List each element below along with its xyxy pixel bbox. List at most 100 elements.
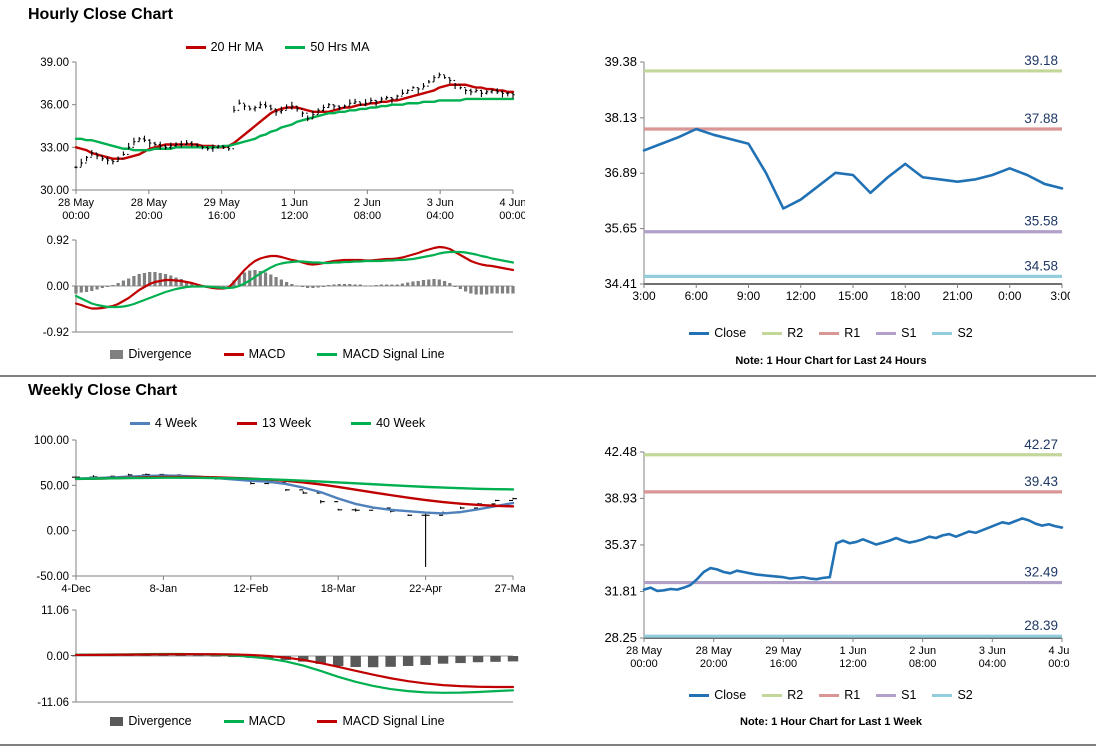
- svg-text:28 May: 28 May: [131, 197, 168, 209]
- svg-text:28.39: 28.39: [1024, 618, 1058, 633]
- legend-label: R2: [787, 688, 804, 702]
- line-swatch: [317, 719, 338, 723]
- svg-text:50.00: 50.00: [40, 480, 69, 492]
- hourly-macd-plot: 0.92 0.00 -0.92: [43, 235, 515, 339]
- legend-label: MACD Signal Line: [342, 714, 445, 728]
- svg-text:28.25: 28.25: [604, 630, 637, 645]
- legend-label: R1: [844, 688, 861, 702]
- legend-label: MACD Signal Line: [342, 347, 445, 361]
- line-swatch: [876, 693, 897, 697]
- legend-item-divergence: Divergence: [110, 347, 192, 361]
- legend-label: MACD: [248, 347, 286, 361]
- svg-text:0.00: 0.00: [47, 526, 69, 538]
- legend-label: Divergence: [128, 714, 192, 728]
- legend-item-13-week: 13 Week: [236, 416, 311, 430]
- line-swatch: [317, 352, 338, 356]
- hourly-pivot-chart: 39.38 38.13 36.89 35.65 34.41 3:00 6:00 9:00 12:…: [592, 46, 1070, 314]
- legend-label: S2: [957, 688, 973, 702]
- svg-text:3 Jun: 3 Jun: [427, 197, 454, 209]
- legend-label: S1: [901, 688, 917, 702]
- svg-text:35.58: 35.58: [1024, 214, 1058, 229]
- svg-text:04:00: 04:00: [426, 210, 454, 222]
- svg-text:31.81: 31.81: [604, 583, 637, 598]
- svg-text:3:00: 3:00: [632, 289, 656, 303]
- svg-text:-0.92: -0.92: [43, 327, 69, 339]
- legend-item-close: Close: [689, 688, 746, 702]
- svg-text:42.27: 42.27: [1024, 438, 1058, 452]
- svg-text:11.06: 11.06: [41, 605, 69, 617]
- legend-item-s1: S1: [876, 326, 916, 340]
- weekly-price-legend: 4 Week 13 Week 40 Week: [30, 416, 525, 430]
- line-swatch: [236, 421, 257, 425]
- svg-text:00:00: 00:00: [630, 658, 658, 670]
- svg-text:100.00: 100.00: [34, 435, 69, 447]
- legend-label: 40 Week: [376, 416, 426, 430]
- line-swatch: [932, 331, 953, 335]
- svg-text:39.00: 39.00: [40, 57, 69, 69]
- legend-item-r2: R2: [762, 688, 803, 702]
- svg-text:20:00: 20:00: [135, 210, 163, 222]
- weekly-section-title: Weekly Close Chart: [28, 382, 178, 399]
- svg-text:36.00: 36.00: [40, 100, 69, 112]
- svg-text:32.49: 32.49: [1024, 565, 1058, 580]
- svg-text:8-Jan: 8-Jan: [150, 583, 178, 595]
- weekly-pivot-note: Note: 1 Hour Chart for Last 1 Week: [740, 716, 922, 728]
- svg-text:34.41: 34.41: [604, 276, 637, 291]
- svg-text:00:00: 00:00: [1048, 658, 1070, 670]
- legend-item-s2: S2: [932, 688, 973, 702]
- line-swatch: [762, 693, 783, 697]
- svg-text:4-Dec: 4-Dec: [61, 583, 91, 595]
- hourly-pivot-note: Note: 1 Hour Chart for Last 24 Hours: [735, 355, 927, 367]
- legend-item-divergence: Divergence: [110, 714, 192, 728]
- weekly-price-plot: 100.00 50.00 0.00 -50.004-Dec 8-Jan 12-Feb 18-…: [34, 435, 525, 595]
- legend-label: Close: [714, 326, 747, 340]
- legend-item-50-hrs-ma: 50 Hrs MA: [285, 40, 369, 54]
- svg-text:2 Jun: 2 Jun: [354, 197, 381, 209]
- svg-text:0.92: 0.92: [47, 235, 69, 247]
- svg-text:1 Jun: 1 Jun: [840, 645, 867, 657]
- svg-text:08:00: 08:00: [354, 210, 382, 222]
- weekly-pivot-chart: 42.48 38.93 35.37 31.81 28.25 28 May 00:00 28 M…: [592, 438, 1070, 680]
- svg-text:39.38: 39.38: [604, 54, 637, 69]
- legend-label: MACD: [248, 714, 286, 728]
- hourly-macd-chart: 0.92 0.00 -0.92: [30, 234, 525, 340]
- svg-text:42.48: 42.48: [604, 444, 637, 459]
- line-swatch: [223, 352, 244, 356]
- hourly-price-legend: 20 Hr MA 50 Hrs MA: [30, 40, 525, 54]
- line-swatch: [285, 45, 306, 49]
- hourly-pivot-legend: Close R2 R1 S1 S2: [592, 326, 1070, 340]
- bottom-divider: [0, 744, 1096, 746]
- svg-text:39.43: 39.43: [1024, 474, 1058, 489]
- svg-text:34.58: 34.58: [1024, 258, 1058, 273]
- svg-text:21:00: 21:00: [942, 289, 972, 303]
- legend-label: 4 Week: [154, 416, 197, 430]
- legend-item-4-week: 4 Week: [129, 416, 197, 430]
- legend-item-close: Close: [689, 326, 746, 340]
- line-swatch: [223, 719, 244, 723]
- legend-item-macd: MACD: [223, 347, 286, 361]
- svg-text:12:00: 12:00: [281, 210, 309, 222]
- weekly-pivot-legend: Close R2 R1 S1 S2: [592, 688, 1070, 702]
- weekly-price-chart: 100.00 50.00 0.00 -50.00 4-Dec 8-Jan 12-Feb 18-…: [30, 432, 525, 602]
- line-swatch: [351, 421, 372, 425]
- legend-item-40-week: 40 Week: [351, 416, 425, 430]
- legend-item-macd-signal-line: MACD Signal Line: [317, 347, 445, 361]
- svg-text:4 Jun: 4 Jun: [1049, 645, 1070, 657]
- line-swatch: [876, 331, 897, 335]
- legend-item-20-hr-ma: 20 Hr MA: [185, 40, 263, 54]
- svg-text:20:00: 20:00: [700, 658, 728, 670]
- legend-item-r1: R1: [819, 688, 860, 702]
- legend-label: S2: [957, 326, 973, 340]
- svg-text:0.00: 0.00: [47, 651, 69, 663]
- svg-text:3:00: 3:00: [1050, 289, 1070, 303]
- legend-item-macd: MACD: [223, 714, 286, 728]
- line-swatch: [819, 331, 840, 335]
- weekly-macd-legend: Divergence MACD MACD Signal Line: [30, 714, 525, 728]
- svg-text:27-May: 27-May: [495, 583, 525, 595]
- svg-text:9:00: 9:00: [737, 289, 761, 303]
- svg-text:30.00: 30.00: [40, 185, 69, 197]
- legend-label: 50 Hrs MA: [310, 40, 370, 54]
- svg-text:38.93: 38.93: [604, 490, 637, 505]
